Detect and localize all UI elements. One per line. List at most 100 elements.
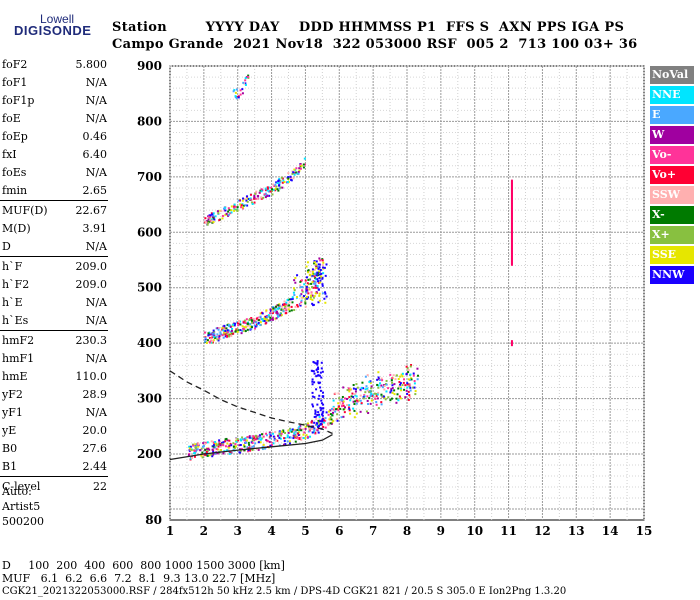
echo-point [314, 431, 317, 434]
echo-point [232, 442, 235, 445]
echo-point [353, 403, 356, 406]
echo-point [248, 318, 251, 321]
echo-point [510, 186, 513, 190]
echo-point [273, 436, 276, 439]
echo-point [207, 334, 210, 337]
echo-point [329, 413, 332, 416]
echo-point [409, 365, 412, 368]
echo-point [301, 289, 304, 292]
echo-point [226, 449, 229, 452]
echo-point [218, 337, 221, 340]
echo-point [276, 434, 279, 437]
echo-point [368, 391, 371, 394]
echo-point [321, 283, 324, 286]
echo-point [400, 389, 403, 392]
echo-point [244, 437, 247, 440]
echo-point [510, 209, 513, 213]
echo-point [256, 195, 259, 198]
echo-point [337, 409, 340, 412]
echo-point [239, 93, 242, 96]
echo-point [293, 171, 296, 174]
echo-point [323, 266, 326, 269]
echo-point [280, 432, 283, 435]
echo-point [288, 442, 291, 445]
echo-point [318, 299, 321, 302]
echo-point [278, 303, 281, 306]
echo-point [260, 188, 263, 191]
echo-point [317, 267, 320, 270]
echo-point [408, 394, 411, 397]
echo-point [264, 322, 267, 325]
y-tick-label: 400 [137, 336, 162, 350]
echo-point [314, 411, 317, 414]
echo-point [201, 451, 204, 454]
echo-point [255, 447, 258, 450]
echo-point [408, 385, 411, 388]
echo-point [267, 319, 270, 322]
echo-point [315, 267, 318, 270]
echo-point [299, 427, 302, 430]
echo-point [313, 372, 316, 375]
echo-point [307, 292, 310, 295]
echo-point [311, 395, 314, 398]
echo-point [212, 214, 215, 217]
echo-point [292, 437, 295, 440]
echo-point [228, 213, 231, 216]
echo-point [272, 188, 275, 191]
echo-point [242, 444, 245, 447]
echo-point [283, 308, 286, 311]
echo-point [304, 437, 307, 440]
echo-point [322, 266, 325, 269]
param-value: 0.46 [82, 130, 108, 143]
echo-point [320, 367, 323, 370]
echo-point [206, 339, 209, 342]
echo-point [202, 442, 205, 445]
echo-point [376, 393, 379, 396]
echo-point [270, 312, 273, 315]
param-row: yE 20.0 [2, 424, 107, 442]
echo-point [239, 320, 242, 323]
echo-point [255, 317, 258, 320]
echo-point [188, 447, 191, 450]
echo-point [285, 309, 288, 312]
y-tick-label: 500 [137, 281, 162, 295]
echo-point [352, 384, 355, 387]
echo-point [282, 179, 285, 182]
echo-point [308, 278, 311, 281]
echo-point [376, 397, 379, 400]
echo-point [287, 176, 290, 179]
echo-point [209, 215, 212, 218]
echo-point [237, 96, 240, 99]
echo-point [387, 387, 390, 390]
echo-point [254, 197, 257, 200]
echo-point [296, 436, 299, 439]
echo-point [307, 422, 310, 425]
echo-point [224, 209, 227, 212]
echo-point [193, 451, 196, 454]
echo-point [233, 203, 236, 206]
echo-point [255, 190, 258, 193]
echo-point [247, 197, 250, 200]
echo-point [332, 419, 335, 422]
echo-point [249, 323, 252, 326]
x-tick-label: 7 [369, 524, 377, 538]
echo-point [362, 397, 365, 400]
echo-point [242, 438, 245, 441]
echo-point [325, 263, 328, 266]
echo-point [320, 376, 323, 379]
echo-point [224, 213, 227, 216]
echo-point [323, 297, 326, 300]
echo-point [299, 167, 302, 170]
echo-point [315, 260, 318, 263]
echo-point [278, 178, 281, 181]
param-name: foF1p [2, 94, 35, 107]
echo-point [223, 324, 226, 327]
echo-point [250, 198, 253, 201]
echo-point [262, 320, 265, 323]
echo-point [219, 209, 222, 212]
echo-point [211, 221, 214, 224]
param-value: 22 [93, 480, 107, 493]
echo-point [322, 403, 325, 406]
echo-point [320, 413, 323, 416]
legend-item: Vo- [650, 146, 694, 164]
